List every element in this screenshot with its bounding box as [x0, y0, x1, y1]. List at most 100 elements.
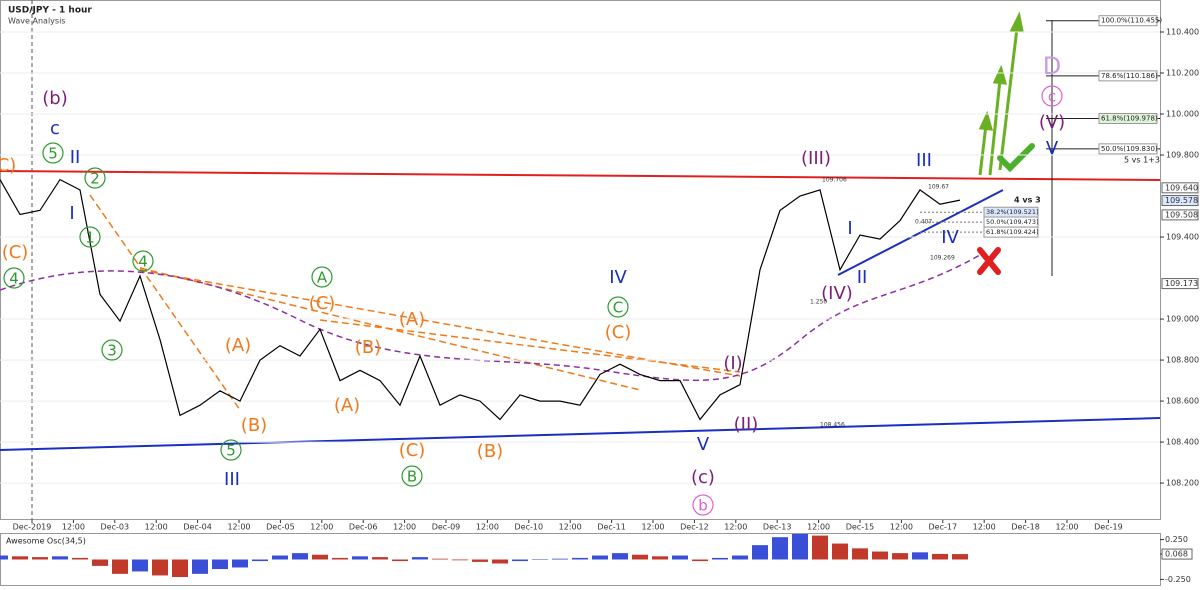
osc-bar — [612, 553, 628, 560]
x-tick-label: 12:00 — [973, 523, 996, 532]
x-tick-label: 12:00 — [62, 523, 85, 532]
wave-label: 2 — [90, 170, 100, 188]
x-tick-label: Dec-09 — [432, 523, 461, 532]
wave-label: (A) — [399, 309, 425, 330]
osc-bar — [592, 555, 608, 560]
y-tick-label: 108.400 — [1166, 438, 1199, 447]
fib-box — [983, 226, 1039, 238]
x-tick-label: Dec-04 — [183, 523, 212, 532]
osc-bar — [72, 557, 88, 560]
wave-label: 5 — [48, 145, 58, 163]
x-tick-label: Dec-03 — [101, 523, 130, 532]
moving-average — [0, 254, 981, 382]
y-tick-label: 108.200 — [1166, 479, 1199, 488]
wave-circle — [311, 266, 333, 288]
wave-circle — [3, 267, 25, 289]
wave-label: II — [857, 267, 868, 288]
orange-trendlines — [89, 194, 741, 411]
wave-label: V — [697, 434, 710, 455]
y-tick-label: 110.000 — [1166, 110, 1199, 119]
osc-bar — [832, 543, 848, 560]
x-tick-label: Dec-15 — [846, 523, 875, 532]
wave-label: (b) — [42, 88, 67, 109]
fib-label: 61.8%(109.978) — [1101, 115, 1158, 123]
wave-label: (IV) — [821, 283, 853, 304]
osc-bar — [112, 559, 128, 574]
fib-label: 61.8%(109.424) — [986, 228, 1039, 236]
x-tick-label: Dec-11 — [597, 523, 626, 532]
price-box — [1161, 278, 1199, 290]
osc-bar — [932, 553, 948, 560]
osc-bar — [352, 556, 368, 560]
wave-label: (B) — [241, 415, 267, 436]
x-tick-label: 12:00 — [641, 523, 664, 532]
osc-bar — [0, 555, 8, 560]
osc-bar — [272, 555, 288, 560]
price-box — [1161, 182, 1199, 194]
wave-label: 4 — [138, 253, 148, 271]
chart-subtitle: Wave Analysis — [8, 17, 65, 26]
wave-label: (C) — [399, 440, 426, 461]
chart-note: 109.269 — [930, 255, 955, 262]
wave-circle — [692, 494, 714, 516]
x-tick-label: Dec-06 — [349, 523, 378, 532]
chart-note: 109.706 — [822, 177, 847, 184]
x-tick-label: 12:00 — [145, 523, 168, 532]
fib-note: 4 vs 3 — [1014, 196, 1041, 205]
x-tick-label: Dec-13 — [763, 523, 792, 532]
wave-circle — [220, 439, 242, 461]
osc-bar — [12, 556, 28, 560]
osc-bar — [812, 535, 828, 560]
fib-box — [1098, 143, 1158, 155]
check-mark — [997, 143, 1035, 173]
wave-label: D — [1043, 52, 1061, 80]
osc-bar — [872, 551, 888, 560]
wave-label: V — [1046, 138, 1059, 159]
price-box — [1161, 209, 1199, 221]
price-label: 109.508 — [1165, 210, 1198, 219]
wave-label: c — [50, 118, 60, 139]
wave-label: (c) — [691, 467, 715, 488]
osc-bar — [232, 559, 248, 568]
x-tick-label: 12:00 — [559, 523, 582, 532]
chart-note: 108.456 — [820, 422, 845, 429]
osc-bar — [372, 557, 388, 560]
chart-title: USD/JPY - 1 hour — [8, 6, 92, 16]
osc-bar — [892, 553, 908, 560]
wave-label: (II) — [734, 414, 759, 435]
osc-bar — [512, 559, 528, 562]
osc-bar — [212, 559, 228, 570]
wave-circle — [42, 142, 64, 164]
wave-label: I — [847, 218, 852, 239]
cross-mark — [977, 247, 1001, 275]
y-tick-label: 0.250 — [1165, 535, 1188, 544]
wave-label: (C) — [309, 293, 336, 314]
wave-label: (C) — [2, 242, 29, 263]
wave-label: C — [613, 299, 623, 317]
wave-circle — [401, 465, 423, 487]
wave-label: (A) — [334, 395, 360, 416]
x-tick-label: Dec-17 — [929, 523, 958, 532]
wave-label: (V) — [1039, 112, 1065, 133]
x-tick-label: 12:00 — [890, 523, 913, 532]
osc-bar — [92, 559, 108, 566]
y-tick-label: 108.600 — [1166, 397, 1199, 406]
osc-bar — [952, 554, 968, 560]
osc-bar — [172, 559, 188, 578]
osc-bar — [472, 559, 488, 562]
osc-bar — [912, 552, 928, 560]
osc-bar — [732, 555, 748, 560]
y-tick-label: -0.250 — [1165, 575, 1191, 584]
chart-note: 109.67 — [928, 184, 949, 191]
wave-label: (A) — [225, 335, 251, 356]
wave-label: c — [1048, 88, 1056, 106]
osc-bar — [432, 558, 448, 560]
y-tick-label: 0.068 — [1165, 550, 1188, 559]
target-arrows — [978, 11, 1024, 176]
wave-label: b — [698, 497, 708, 515]
y-tick-label: 108.800 — [1166, 356, 1199, 365]
wave-label: II — [70, 147, 81, 168]
wave-label: (I) — [723, 353, 742, 374]
osc-bar — [292, 553, 308, 560]
